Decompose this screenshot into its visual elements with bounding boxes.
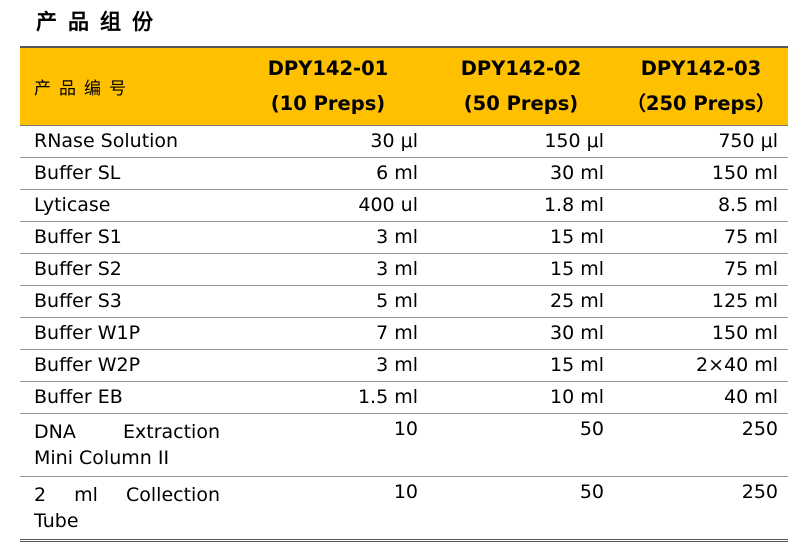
row-name: Buffer S1 [20,221,228,254]
row-name: Lyticase [20,189,228,222]
row-name: Buffer EB [20,381,228,414]
header-col-1-code: DPY142-01 [267,57,389,81]
row-value-col-3: 250 [614,413,788,477]
components-table: 产品编号 DPY142-01 (10 Preps) DPY142-02 (50 … [20,46,788,542]
header-product-code-label: 产品编号 [20,46,228,126]
row-value-col-3: 150 ml [614,157,788,190]
row-value-col-1: 7 ml [228,317,428,350]
row-value-col-1: 5 ml [228,285,428,318]
table-row: Buffer EB 1.5 ml 10 ml 40 ml [20,381,788,414]
table-row: Buffer S2 3 ml 15 ml 75 ml [20,253,788,286]
row-name: 2 ml Collection Tube [20,476,228,542]
table-header-row: 产品编号 DPY142-01 (10 Preps) DPY142-02 (50 … [20,46,788,126]
row-value-col-1: 10 [228,413,428,477]
header-col-3-code: DPY142-03 [640,57,762,81]
header-col-2: DPY142-02 (50 Preps) [428,46,614,126]
row-value-col-2: 10 ml [428,381,614,414]
row-value-col-3: 75 ml [614,221,788,254]
row-value-col-2: 15 ml [428,349,614,382]
row-value-col-2: 30 ml [428,157,614,190]
row-value-col-1: 30 μl [228,125,428,158]
header-col-3-preps: （250 Preps） [626,92,776,116]
row-value-col-3: 2×40 ml [614,349,788,382]
row-name: Buffer W1P [20,317,228,350]
row-value-col-2: 15 ml [428,221,614,254]
row-value-col-1: 3 ml [228,221,428,254]
header-col-1: DPY142-01 (10 Preps) [228,46,428,126]
row-name: RNase Solution [20,125,228,158]
header-col-3: DPY142-03 （250 Preps） [614,46,788,126]
row-value-col-1: 1.5 ml [228,381,428,414]
row-name: DNA Extraction Mini Column II [20,413,228,477]
row-name: Buffer SL [20,157,228,190]
header-col-1-preps: (10 Preps) [270,92,386,116]
row-value-col-2: 30 ml [428,317,614,350]
row-value-col-3: 150 ml [614,317,788,350]
table-row: Buffer W2P 3 ml 15 ml 2×40 ml [20,349,788,382]
table-row: RNase Solution 30 μl 150 μl 750 μl [20,125,788,158]
header-col-2-code: DPY142-02 [460,57,582,81]
row-value-col-2: 1.8 ml [428,189,614,222]
table-row: Buffer W1P 7 ml 30 ml 150 ml [20,317,788,350]
table-row: Buffer S1 3 ml 15 ml 75 ml [20,221,788,254]
header-col-2-preps: (50 Preps) [463,92,579,116]
row-value-col-2: 150 μl [428,125,614,158]
row-value-col-1: 3 ml [228,253,428,286]
row-name: Buffer S3 [20,285,228,318]
row-value-col-1: 400 ul [228,189,428,222]
table-row: Buffer S3 5 ml 25 ml 125 ml [20,285,788,318]
row-value-col-2: 50 [428,413,614,477]
row-value-col-2: 15 ml [428,253,614,286]
table-row: Lyticase 400 ul 1.8 ml 8.5 ml [20,189,788,222]
row-name: Buffer W2P [20,349,228,382]
row-value-col-1: 6 ml [228,157,428,190]
row-name: Buffer S2 [20,253,228,286]
table-row: 2 ml Collection Tube 10 50 250 [20,476,788,542]
table-row: Buffer SL 6 ml 30 ml 150 ml [20,157,788,190]
row-value-col-3: 75 ml [614,253,788,286]
row-value-col-3: 40 ml [614,381,788,414]
row-value-col-3: 8.5 ml [614,189,788,222]
row-value-col-3: 250 [614,476,788,542]
row-value-col-3: 125 ml [614,285,788,318]
table-row: DNA Extraction Mini Column II 10 50 250 [20,413,788,477]
page-title: 产品组份 [36,10,164,34]
row-value-col-2: 50 [428,476,614,542]
row-value-col-1: 3 ml [228,349,428,382]
row-value-col-1: 10 [228,476,428,542]
row-value-col-2: 25 ml [428,285,614,318]
row-value-col-3: 750 μl [614,125,788,158]
